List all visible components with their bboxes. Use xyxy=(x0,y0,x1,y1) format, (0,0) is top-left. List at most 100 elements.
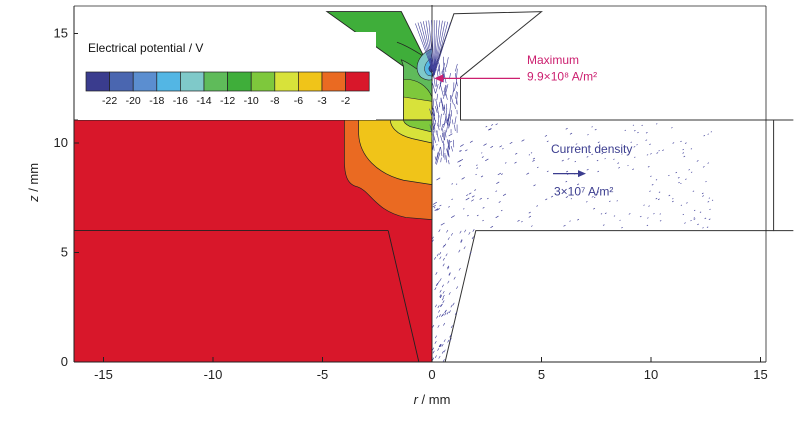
colorbar-label: -22 xyxy=(102,95,117,107)
current-vector xyxy=(709,219,710,220)
current-vector xyxy=(443,258,445,261)
current-vector xyxy=(466,195,468,196)
current-vector xyxy=(657,153,659,154)
current-vector xyxy=(708,163,709,164)
current-vector xyxy=(438,123,439,130)
current-vector xyxy=(496,182,499,184)
colorbar-swatch xyxy=(133,72,157,91)
current-vector xyxy=(443,300,445,303)
current-vector xyxy=(451,305,453,308)
current-vector xyxy=(671,127,672,128)
current-vector xyxy=(515,153,517,154)
current-vector xyxy=(450,95,451,102)
current-vector xyxy=(453,91,454,97)
current-vector xyxy=(452,184,453,185)
current-vector xyxy=(529,155,530,156)
current-vector xyxy=(443,295,445,298)
current-vector xyxy=(650,176,651,177)
current-vector xyxy=(634,157,635,158)
current-vector xyxy=(680,183,681,184)
current-vector xyxy=(436,84,439,94)
current-vector xyxy=(432,348,434,351)
current-vector xyxy=(440,114,441,127)
colorbar-label: -16 xyxy=(173,95,188,107)
current-vector xyxy=(441,126,442,131)
current-vector xyxy=(474,190,476,191)
current-vector xyxy=(647,225,648,226)
colorbar-swatch xyxy=(346,72,370,91)
current-vector xyxy=(697,160,699,161)
current-vector xyxy=(501,210,502,211)
current-vector xyxy=(515,162,517,163)
current-vector xyxy=(712,200,713,201)
current-vector xyxy=(678,182,679,183)
colorbar-label: -14 xyxy=(196,95,211,107)
current-vector xyxy=(466,198,470,200)
current-vector xyxy=(445,130,446,137)
colorbar-label: -8 xyxy=(270,95,279,107)
current-vector xyxy=(660,214,661,215)
current-vector xyxy=(442,344,444,347)
current-vector xyxy=(517,220,519,221)
current-density-value: 3×10⁷ A/m² xyxy=(554,185,613,199)
current-vector xyxy=(700,212,701,213)
current-vector xyxy=(547,171,549,172)
current-vector xyxy=(656,179,657,180)
current-vector xyxy=(435,287,437,290)
current-vector xyxy=(449,310,451,313)
current-vector xyxy=(690,220,691,221)
current-vector xyxy=(650,153,651,154)
current-vector xyxy=(547,141,549,142)
current-vector xyxy=(481,153,482,154)
x-tick-label: 0 xyxy=(428,367,435,382)
current-vector xyxy=(448,160,449,164)
y-tick-label: 5 xyxy=(61,245,68,260)
current-vector xyxy=(435,305,437,308)
current-vector xyxy=(708,134,709,135)
current-vector xyxy=(440,290,442,293)
current-vector xyxy=(438,281,440,284)
current-vector xyxy=(446,57,448,67)
current-vector xyxy=(587,134,588,135)
current-vector xyxy=(637,144,638,145)
current-vector xyxy=(647,218,648,219)
current-vector xyxy=(649,191,650,192)
current-vector xyxy=(562,160,564,161)
current-vector xyxy=(678,177,679,178)
current-vector xyxy=(444,339,446,342)
current-vector xyxy=(646,132,647,133)
current-vector xyxy=(448,281,450,284)
current-vector xyxy=(434,257,436,260)
current-vector xyxy=(659,192,660,193)
current-vector xyxy=(462,177,465,179)
current-vector xyxy=(442,285,444,288)
current-vector xyxy=(447,312,449,315)
current-vector xyxy=(647,155,648,156)
current-vector xyxy=(439,65,440,75)
colorbar-swatch xyxy=(157,72,181,91)
current-vector xyxy=(491,124,493,125)
current-vector xyxy=(708,201,709,202)
current-vector xyxy=(705,218,706,219)
current-vector xyxy=(575,161,576,162)
current-vector xyxy=(444,107,445,111)
current-vector xyxy=(640,216,641,217)
current-vector xyxy=(441,147,442,156)
current-vector xyxy=(433,98,434,109)
current-vector xyxy=(587,156,588,157)
current-vector xyxy=(450,141,452,142)
current-vector xyxy=(597,160,598,161)
current-vector xyxy=(476,174,477,175)
current-vector xyxy=(473,229,475,232)
current-vector xyxy=(526,173,529,175)
current-vector xyxy=(601,214,602,215)
colorbar-label: -3 xyxy=(317,95,326,107)
current-vector xyxy=(703,166,705,167)
current-vector xyxy=(477,215,478,216)
current-vector xyxy=(464,230,466,233)
current-vector xyxy=(448,237,450,240)
colorbar-swatch xyxy=(180,72,204,91)
current-vector xyxy=(668,175,669,176)
current-vector xyxy=(536,206,537,207)
current-vector xyxy=(656,198,657,199)
